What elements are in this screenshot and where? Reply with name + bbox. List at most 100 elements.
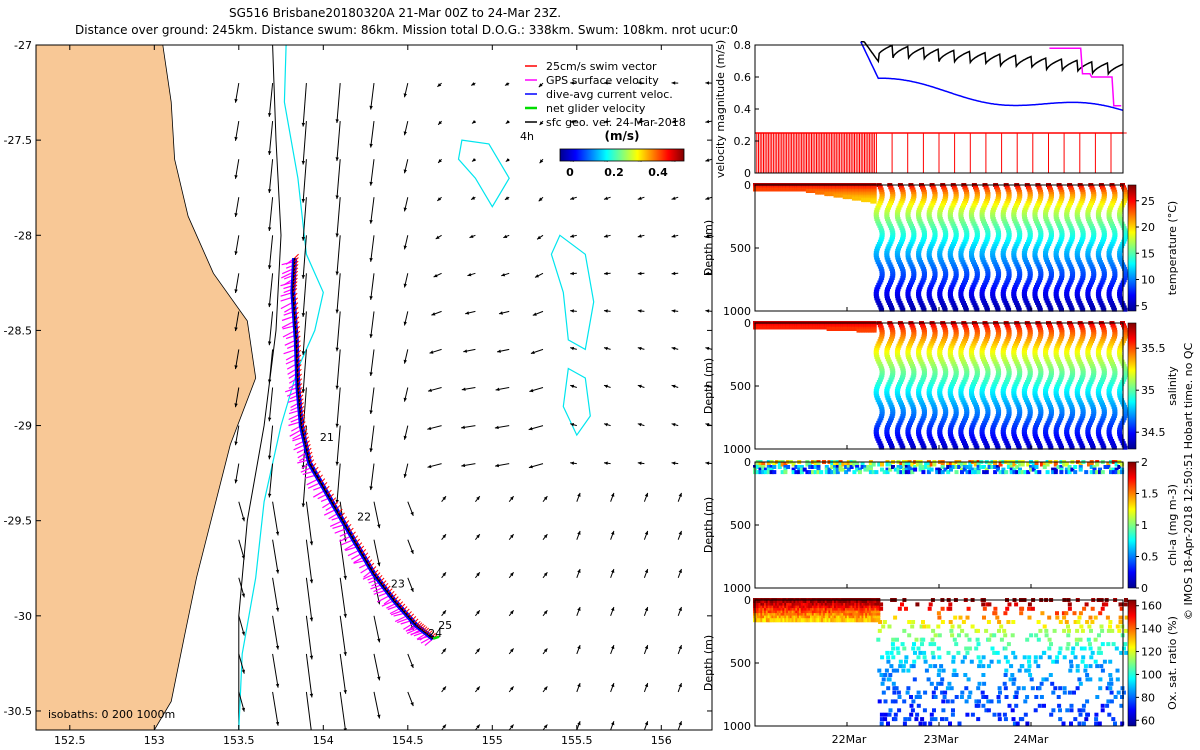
profile-point — [943, 467, 948, 472]
profile-point — [1099, 441, 1105, 446]
profile-point — [919, 400, 925, 405]
profile-point — [921, 334, 927, 339]
profile-point — [979, 393, 985, 398]
profile-point — [1059, 230, 1065, 235]
profile-point — [953, 232, 959, 237]
profile-point — [1043, 289, 1049, 294]
profile-point — [921, 375, 927, 380]
profile-point — [963, 237, 969, 242]
profile-point — [1046, 380, 1052, 384]
profile-colorbar — [1127, 322, 1137, 450]
profile-point — [885, 395, 891, 400]
profile-point — [1032, 350, 1038, 355]
profile-point — [1035, 300, 1040, 305]
profile-point — [1107, 246, 1113, 251]
profile-point — [777, 465, 782, 469]
profile-point — [1070, 332, 1076, 337]
profile-point — [905, 253, 911, 258]
profile-point — [939, 260, 945, 265]
profile-point — [906, 345, 912, 350]
profile-point — [949, 382, 955, 387]
profile-point — [1101, 368, 1107, 373]
profile-point — [885, 423, 891, 428]
profile-point — [1013, 398, 1019, 403]
profile-point — [919, 201, 925, 206]
profile-point — [895, 217, 901, 221]
profile-point — [982, 242, 988, 246]
profile-point — [1080, 411, 1086, 416]
depth-tick-label: 500 — [730, 242, 751, 255]
profile-point — [827, 470, 832, 475]
geo-velocity-arrowhead — [467, 273, 472, 277]
depth-tick-label: 0 — [744, 456, 751, 469]
geo-velocity-arrowhead — [267, 379, 272, 384]
geo-velocity-arrowhead — [433, 274, 438, 278]
profile-point — [875, 298, 881, 303]
profile-point — [878, 266, 884, 271]
profile-point — [1064, 352, 1070, 357]
profile-point — [769, 465, 774, 469]
profile-point — [964, 411, 970, 416]
profile-point — [1037, 325, 1043, 330]
profile-point — [959, 423, 965, 428]
profile-point — [920, 443, 926, 448]
geo-velocity-arrow — [272, 653, 279, 688]
profile-point — [1021, 253, 1027, 258]
profile-point — [1004, 441, 1010, 446]
profile-point — [1003, 203, 1009, 208]
profile-point — [877, 361, 883, 366]
profile-point — [873, 291, 879, 296]
profile-point — [940, 418, 946, 423]
profile-point — [894, 212, 900, 217]
profile-point — [963, 443, 968, 448]
profile-point — [1001, 296, 1007, 301]
profile-point — [1069, 375, 1075, 380]
profile-point — [941, 402, 947, 407]
profile-point — [1037, 364, 1042, 369]
profile-point — [863, 198, 868, 203]
profile-point — [927, 246, 933, 251]
profile-point — [1027, 327, 1033, 332]
profile-point — [838, 465, 843, 469]
profile-point — [906, 384, 912, 389]
profile-point — [942, 269, 948, 274]
geo-velocity-arrow — [302, 197, 307, 241]
profile-point — [1097, 285, 1103, 290]
geo-velocity-arrowhead — [241, 669, 245, 674]
geo-velocity-arrowhead — [705, 461, 710, 465]
profile-point — [1092, 470, 1097, 475]
profile-point — [1012, 296, 1017, 301]
profile-point — [1035, 380, 1041, 384]
profile-point — [1118, 343, 1124, 348]
profile-point — [960, 282, 966, 287]
profile-point — [1034, 398, 1040, 403]
profile-point — [995, 366, 1001, 371]
swim-vector — [294, 321, 300, 327]
profile-point — [990, 251, 996, 255]
profile-point — [1117, 425, 1123, 430]
profile-point — [1090, 334, 1096, 339]
geo-velocity-arrowhead — [369, 181, 373, 186]
profile-point — [1048, 237, 1054, 242]
profile-point — [974, 232, 980, 237]
profile-point — [943, 232, 949, 237]
swim-vector — [296, 359, 302, 365]
profile-point — [987, 465, 992, 469]
profile-point — [993, 418, 999, 423]
profile-point — [963, 366, 969, 371]
profile-point — [1064, 207, 1070, 212]
profile-point — [907, 260, 913, 265]
profile-point — [1037, 196, 1043, 201]
profile-point — [886, 359, 892, 364]
profile-point — [835, 193, 840, 198]
profile-point — [1068, 305, 1074, 310]
profile-point — [1032, 348, 1038, 353]
profile-point — [916, 212, 921, 217]
profile-point — [984, 443, 990, 448]
profile-point — [910, 467, 915, 472]
profile-point — [1058, 443, 1064, 448]
profile-point — [1025, 280, 1031, 285]
profile-point — [931, 305, 937, 310]
profile-point — [1112, 373, 1118, 378]
profile-point — [942, 327, 948, 332]
